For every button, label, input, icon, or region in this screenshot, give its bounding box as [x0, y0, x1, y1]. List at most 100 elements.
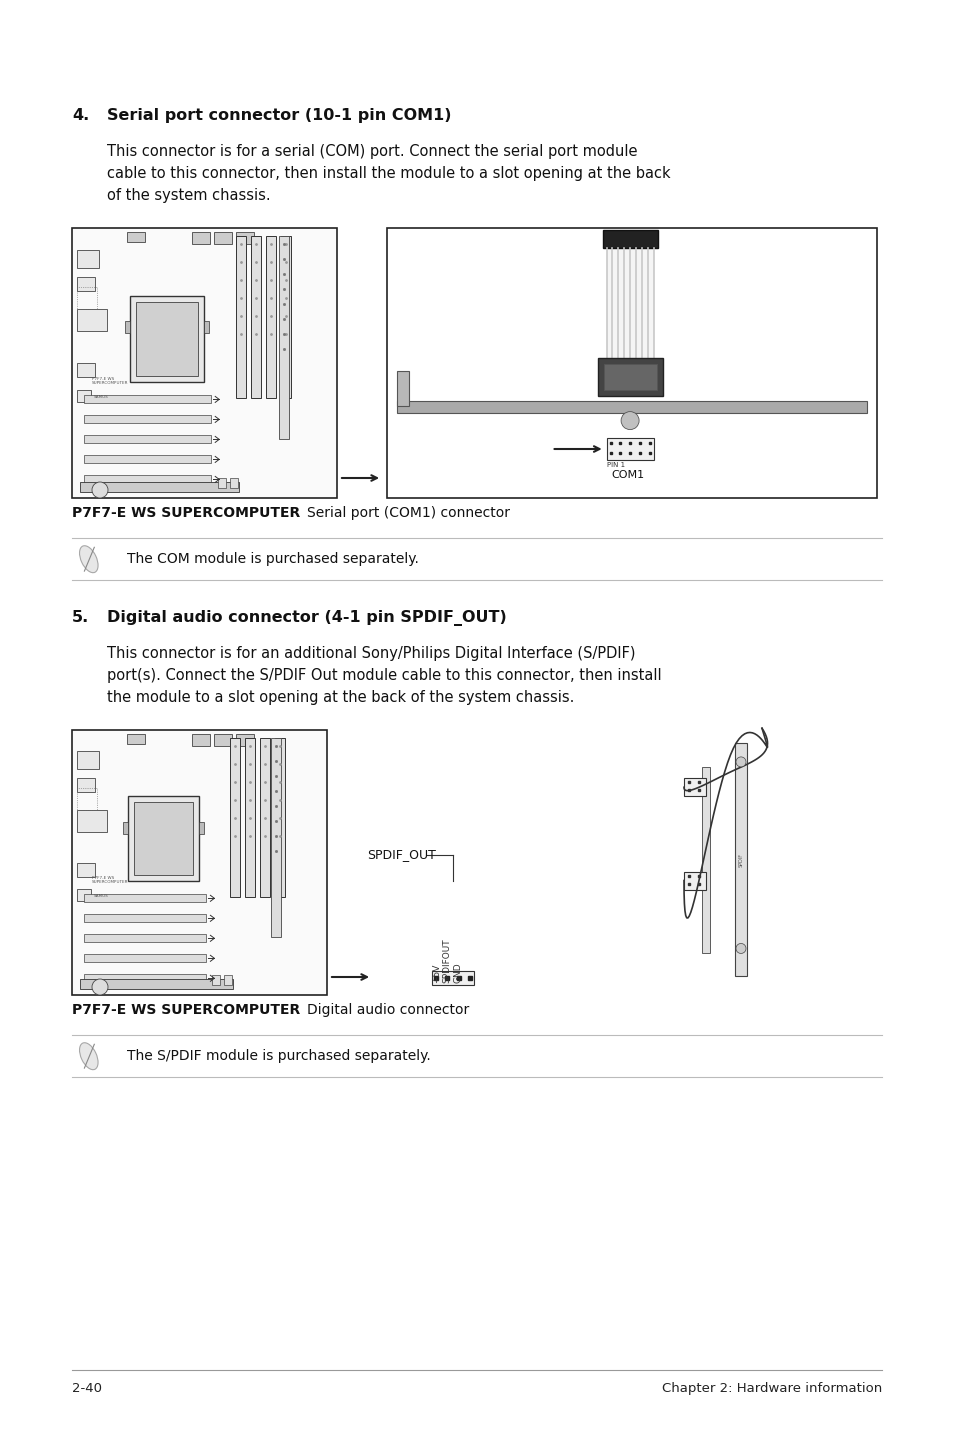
Bar — [266, 236, 276, 398]
Bar — [260, 738, 270, 897]
Bar — [77, 751, 99, 769]
Bar — [77, 810, 107, 831]
Bar — [271, 738, 280, 936]
Bar — [192, 733, 210, 746]
Bar — [683, 871, 705, 890]
Bar — [387, 229, 876, 498]
Bar — [192, 232, 210, 244]
Bar — [230, 738, 240, 897]
Text: PIN 1: PIN 1 — [606, 462, 624, 467]
Bar — [235, 232, 253, 244]
Bar — [396, 401, 866, 413]
Text: SAMUS: SAMUS — [94, 395, 109, 400]
Bar — [606, 247, 653, 358]
Bar — [77, 362, 95, 377]
Bar — [84, 436, 211, 443]
Text: Digital audio connector (4-1 pin SPDIF_OUT): Digital audio connector (4-1 pin SPDIF_O… — [107, 610, 506, 626]
Bar — [80, 482, 239, 492]
Bar — [84, 395, 211, 404]
Bar — [603, 364, 656, 390]
Bar — [77, 276, 95, 290]
Bar — [432, 972, 474, 985]
Bar — [77, 250, 99, 267]
Bar — [77, 889, 91, 902]
Text: P7F7-E WS
SUPERCOMPUTER: P7F7-E WS SUPERCOMPUTER — [91, 876, 129, 884]
Bar — [235, 733, 253, 746]
Text: P7F7-E WS SUPERCOMPUTER: P7F7-E WS SUPERCOMPUTER — [71, 1002, 305, 1017]
Bar — [245, 738, 254, 897]
Bar — [77, 309, 107, 331]
Circle shape — [91, 482, 108, 498]
Bar — [278, 236, 289, 439]
Bar — [136, 302, 198, 375]
Text: cable to this connector, then install the module to a slot opening at the back: cable to this connector, then install th… — [107, 165, 670, 181]
Bar — [281, 236, 291, 398]
Bar — [77, 778, 95, 792]
Bar — [84, 894, 206, 902]
Bar — [127, 232, 145, 242]
Text: Chapter 2: Hardware information: Chapter 2: Hardware information — [661, 1382, 882, 1395]
Ellipse shape — [79, 1043, 98, 1070]
Text: This connector is for a serial (COM) port. Connect the serial port module: This connector is for a serial (COM) por… — [107, 144, 637, 160]
Text: of the system chassis.: of the system chassis. — [107, 188, 271, 203]
Circle shape — [620, 411, 639, 430]
Text: port(s). Connect the S/PDIF Out module cable to this connector, then install: port(s). Connect the S/PDIF Out module c… — [107, 669, 661, 683]
Bar — [217, 477, 226, 487]
Bar — [131, 295, 204, 383]
Text: the module to a slot opening at the back of the system chassis.: the module to a slot opening at the back… — [107, 690, 574, 705]
Text: SPDIF: SPDIF — [738, 853, 742, 867]
Bar — [123, 821, 128, 834]
Bar — [80, 979, 233, 989]
Bar — [127, 733, 145, 743]
Bar — [71, 229, 336, 498]
Bar — [84, 416, 211, 423]
Text: Serial port connector (10-1 pin COM1): Serial port connector (10-1 pin COM1) — [107, 108, 451, 124]
Text: The S/PDIF module is purchased separately.: The S/PDIF module is purchased separatel… — [127, 1048, 431, 1063]
Text: Digital audio connector: Digital audio connector — [307, 1002, 469, 1017]
Bar — [77, 288, 97, 309]
Bar — [230, 477, 237, 487]
Bar — [251, 236, 261, 398]
Bar — [683, 778, 705, 797]
Text: This connector is for an additional Sony/Philips Digital Interface (S/PDIF): This connector is for an additional Sony… — [107, 646, 635, 661]
Bar — [84, 915, 206, 922]
Bar — [597, 358, 662, 395]
Text: The COM module is purchased separately.: The COM module is purchased separately. — [127, 552, 418, 567]
Text: SPDIFOUT: SPDIFOUT — [442, 939, 451, 984]
Text: Serial port (COM1) connector: Serial port (COM1) connector — [307, 506, 510, 521]
Circle shape — [91, 979, 108, 995]
Bar — [602, 230, 657, 247]
Bar — [734, 743, 746, 976]
Text: +5V: +5V — [432, 963, 441, 984]
Circle shape — [735, 943, 745, 953]
Bar — [213, 733, 232, 746]
Circle shape — [735, 756, 745, 766]
Bar — [77, 390, 91, 403]
Bar — [224, 975, 232, 985]
Bar — [212, 975, 220, 985]
Bar — [274, 738, 285, 897]
Bar — [125, 322, 131, 334]
Text: SAMUS: SAMUS — [94, 894, 109, 899]
Text: P7F7-E WS SUPERCOMPUTER: P7F7-E WS SUPERCOMPUTER — [71, 506, 305, 521]
Bar — [606, 439, 653, 460]
Bar — [396, 371, 409, 406]
Text: P7F7-E WS
SUPERCOMPUTER: P7F7-E WS SUPERCOMPUTER — [91, 377, 129, 385]
Bar — [199, 821, 204, 834]
Text: 4.: 4. — [71, 108, 90, 124]
Text: 5.: 5. — [71, 610, 90, 626]
Bar — [134, 802, 193, 876]
Bar — [701, 766, 709, 953]
Bar — [84, 476, 211, 483]
Bar — [128, 797, 199, 881]
Bar — [77, 863, 95, 877]
Text: 2-40: 2-40 — [71, 1382, 102, 1395]
Bar — [236, 236, 246, 398]
Text: GND: GND — [453, 963, 462, 984]
Bar — [84, 955, 206, 962]
Bar — [213, 232, 232, 244]
Bar — [71, 731, 327, 995]
Bar — [84, 975, 206, 982]
Bar — [84, 935, 206, 942]
Text: SPDIF_OUT: SPDIF_OUT — [367, 848, 436, 861]
